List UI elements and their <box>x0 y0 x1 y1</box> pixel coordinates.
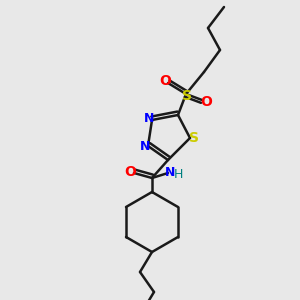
Text: N: N <box>165 166 175 178</box>
Text: N: N <box>140 140 150 152</box>
Text: O: O <box>159 74 171 88</box>
Text: S: S <box>182 89 192 103</box>
Text: O: O <box>124 165 136 179</box>
Text: H: H <box>173 167 183 181</box>
Text: S: S <box>189 131 199 145</box>
Text: N: N <box>144 112 154 125</box>
Text: O: O <box>200 95 212 109</box>
